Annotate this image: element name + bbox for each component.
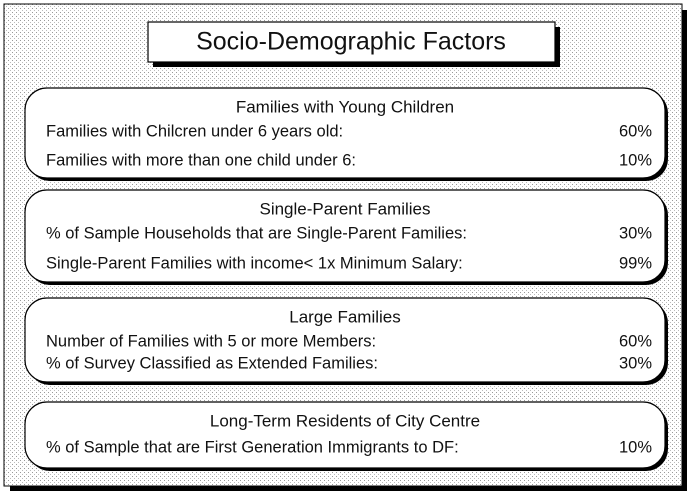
row-value: 60% <box>619 332 652 350</box>
title-box <box>147 21 556 63</box>
row-label: Number of Families with 5 or more Member… <box>46 332 376 350</box>
row-label: % of Sample Households that are Single-P… <box>46 224 467 242</box>
row-value: 30% <box>619 224 652 242</box>
row-label: % of Survey Classified as Extended Famil… <box>46 354 378 372</box>
title: Socio-Demographic Factors <box>196 28 506 56</box>
row-value: 99% <box>619 254 652 272</box>
row-label: Single-Parent Families with income< 1x M… <box>46 254 463 272</box>
section-box <box>24 87 666 179</box>
section-box <box>24 401 666 469</box>
section-heading: Large Families <box>289 307 401 326</box>
section-heading: Single-Parent Families <box>259 199 430 218</box>
row-value: 60% <box>619 122 652 140</box>
section-box <box>24 189 666 283</box>
section-box <box>24 297 666 383</box>
section-heading: Long-Term Residents of City Centre <box>210 411 480 430</box>
row-value: 30% <box>619 354 652 372</box>
row-label: % of Sample that are First Generation Im… <box>46 438 459 456</box>
row-label: Families with Chilcren under 6 years old… <box>46 122 343 140</box>
row-value: 10% <box>619 438 652 456</box>
section-heading: Families with Young Children <box>236 97 454 116</box>
row-value: 10% <box>619 151 652 169</box>
row-label: Families with more than one child under … <box>46 151 356 169</box>
